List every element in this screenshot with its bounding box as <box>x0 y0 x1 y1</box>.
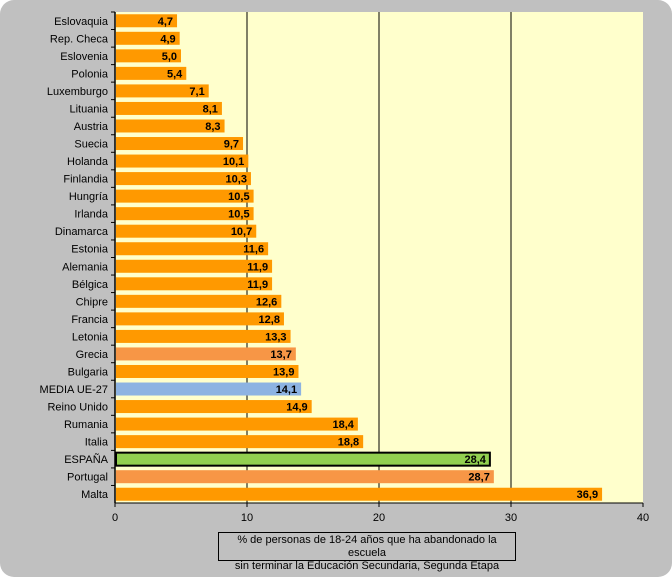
bar-luxemburgo <box>116 84 209 98</box>
bar-rep-checa <box>116 31 180 45</box>
bar-dinamarca <box>116 224 257 238</box>
data-label: 8,3 <box>205 121 220 133</box>
x-axis-title: % de personas de 18-24 años que ha aband… <box>218 532 516 572</box>
x-axis-title-line-1: % de personas de 18-24 años que ha aband… <box>237 534 497 559</box>
bar-malta <box>116 487 603 501</box>
category-label: Irlanda <box>74 209 109 221</box>
x-axis-title-line-2: sin terminar la Educación Secundaria, Se… <box>234 560 500 572</box>
data-label: 12,8 <box>259 314 280 326</box>
x-tick-label: 10 <box>241 512 253 524</box>
data-label: 14,1 <box>276 384 297 396</box>
category-label: ESPAÑA <box>64 453 108 466</box>
category-label: Italia <box>85 437 109 449</box>
data-label: 10,5 <box>228 209 249 221</box>
category-label: Suecia <box>74 139 109 151</box>
bar-bulgaria <box>116 364 299 378</box>
bar-suecia <box>116 137 244 151</box>
category-label: Finlandia <box>63 174 109 186</box>
category-label: Austria <box>74 121 109 133</box>
category-label: Reino Unido <box>47 402 108 414</box>
bar-austria <box>116 119 225 133</box>
data-label: 36,9 <box>577 489 598 501</box>
category-label: Portugal <box>67 472 108 484</box>
bar-eslovenia <box>116 49 181 63</box>
category-label: Chipre <box>76 296 108 308</box>
data-label: 5,0 <box>162 51 177 63</box>
data-label: 4,9 <box>160 33 175 45</box>
bar-polonia <box>116 66 187 80</box>
category-label: Alemania <box>62 261 109 273</box>
data-label: 10,3 <box>226 174 247 186</box>
bar-italia <box>116 435 364 449</box>
bar-finlandia <box>116 172 251 186</box>
category-label: Hungría <box>69 191 109 203</box>
bar-francia <box>116 312 284 326</box>
category-label: Polonia <box>71 68 109 80</box>
data-label: 10,5 <box>228 191 249 203</box>
category-label: Bulgaria <box>68 366 109 378</box>
data-label: 11,9 <box>247 261 268 273</box>
bar-eslovaquia <box>116 14 178 28</box>
category-label: Eslovaquia <box>54 16 109 28</box>
data-label: 13,7 <box>270 349 291 361</box>
data-label: 10,1 <box>223 156 244 168</box>
data-label: 8,1 <box>203 103 218 115</box>
data-label: 9,7 <box>224 139 239 151</box>
data-label: 28,4 <box>464 454 486 466</box>
bar-holanda <box>116 154 249 168</box>
data-label: 11,9 <box>247 279 268 291</box>
category-label: Dinamarca <box>55 226 109 238</box>
data-label: 18,8 <box>338 437 359 449</box>
bar-irlanda <box>116 207 254 221</box>
data-label: 28,7 <box>468 472 489 484</box>
category-label: Holanda <box>67 156 109 168</box>
category-label: Letonia <box>72 331 109 343</box>
bar-rumania <box>116 417 358 431</box>
data-label: 11,6 <box>243 244 264 256</box>
bar-estonia <box>116 242 269 256</box>
bar-alemania <box>116 259 273 273</box>
bar-b-lgica <box>116 277 273 291</box>
bar-grecia <box>116 347 296 361</box>
category-label: Rep. Checa <box>50 33 109 45</box>
bar-reino-unido <box>116 400 312 414</box>
bar-chipre <box>116 294 282 308</box>
x-tick-label: 0 <box>112 512 118 524</box>
data-label: 13,3 <box>265 331 286 343</box>
category-label: MEDIA UE-27 <box>40 384 108 396</box>
bar-letonia <box>116 329 291 343</box>
bar-media-ue-27 <box>116 382 302 396</box>
bar-lituania <box>116 101 222 115</box>
bar-portugal <box>116 470 494 484</box>
category-label: Malta <box>81 489 109 501</box>
category-label: Francia <box>71 314 109 326</box>
data-label: 10,7 <box>231 226 252 238</box>
data-label: 14,9 <box>286 402 307 414</box>
data-label: 12,6 <box>256 296 277 308</box>
bar-hungr-a <box>116 189 254 203</box>
data-label: 4,7 <box>158 16 173 28</box>
x-tick-label: 40 <box>637 512 649 524</box>
category-label: Rumania <box>64 419 109 431</box>
data-label: 5,4 <box>167 68 183 80</box>
category-label: Eslovenia <box>60 51 109 63</box>
category-label: Lituania <box>69 103 108 115</box>
x-tick-label: 30 <box>505 512 517 524</box>
x-tick-label: 20 <box>373 512 385 524</box>
data-label: 13,9 <box>273 366 294 378</box>
data-label: 18,4 <box>332 419 354 431</box>
data-label: 7,1 <box>189 86 204 98</box>
category-label: Grecia <box>76 349 109 361</box>
category-label: Luxemburgo <box>47 86 108 98</box>
category-label: Estonia <box>71 244 109 256</box>
bar-espa-a <box>115 451 491 467</box>
category-label: Bélgica <box>72 279 109 291</box>
